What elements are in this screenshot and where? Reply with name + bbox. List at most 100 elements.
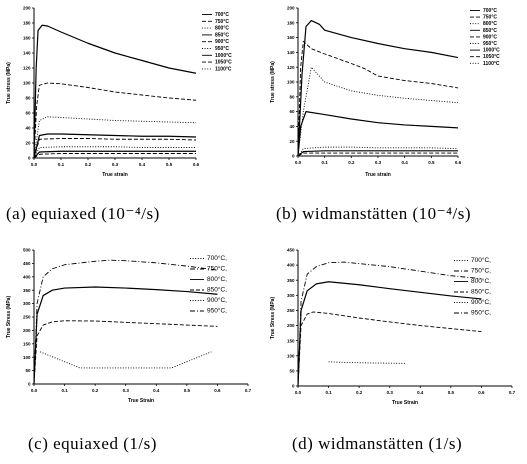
legend-label: 900°C bbox=[215, 39, 229, 45]
caption-c: (c) equiaxed (1/s) bbox=[28, 434, 157, 453]
y-tick-label: 250 bbox=[287, 308, 295, 313]
y-tick-label: 200 bbox=[287, 323, 295, 328]
caption-d: (d) widmanstätten (1/s) bbox=[292, 434, 463, 453]
x-tick-label: 0.6 bbox=[478, 390, 485, 395]
y-tick-label: 500 bbox=[23, 248, 31, 253]
y-tick-label: 80 bbox=[25, 96, 31, 101]
legend-label: 700°C bbox=[483, 8, 497, 14]
legend-label: 950°C, bbox=[471, 309, 491, 317]
y-tick-label: 350 bbox=[287, 278, 295, 283]
x-tick-label: 0.1 bbox=[58, 162, 65, 167]
series-line bbox=[33, 138, 197, 159]
legend-label: 950°C, bbox=[207, 307, 227, 315]
legend-label: 850°C, bbox=[207, 286, 227, 294]
y-tick-label: 200 bbox=[23, 6, 31, 11]
x-tick-label: 0.6 bbox=[455, 160, 462, 165]
legend-label: 1050°C bbox=[483, 54, 500, 60]
y-tick-label: 140 bbox=[287, 50, 295, 55]
y-tick-label: 450 bbox=[23, 261, 31, 266]
legend-label: 850°C bbox=[215, 32, 229, 38]
legend-label: 700°C, bbox=[471, 256, 491, 264]
x-tick-label: 0.7 bbox=[509, 390, 516, 395]
chart-panel-c: 0.0 0.1 0.2 0.3 0.4 0.5 0.6 0.7 0 50 100 150 200 250 3… bbox=[6, 248, 252, 404]
legend-label: 850°C, bbox=[471, 288, 491, 296]
legend-label: 750°C bbox=[215, 19, 229, 25]
series-line bbox=[297, 40, 459, 157]
y-tick-label: 150 bbox=[287, 338, 295, 343]
x-tick-label: 0.4 bbox=[417, 390, 424, 395]
y-tick-label: 400 bbox=[23, 274, 31, 279]
x-tick-label: 0.5 bbox=[184, 388, 191, 393]
x-tick-label: 0.4 bbox=[139, 162, 146, 167]
x-tick-label: 0.2 bbox=[85, 162, 92, 167]
x-tick-label: 0.3 bbox=[375, 160, 382, 165]
y-tick-label: 250 bbox=[23, 315, 31, 320]
series-line bbox=[33, 150, 196, 159]
y-tick-label: 140 bbox=[23, 51, 31, 56]
series-line bbox=[33, 82, 197, 159]
series-line bbox=[33, 24, 197, 159]
legend-label: 800°C bbox=[483, 21, 497, 27]
legend-label: 900°C bbox=[483, 34, 497, 40]
y-tick-label: 40 bbox=[25, 126, 31, 131]
y-axis-title: True stress (MPa) bbox=[6, 62, 12, 104]
series-line bbox=[39, 351, 212, 369]
y-tick-label: 200 bbox=[23, 328, 31, 333]
y-tick-label: 350 bbox=[23, 288, 31, 293]
y-tick-label: 60 bbox=[25, 111, 31, 116]
series-line bbox=[297, 261, 482, 387]
series-line bbox=[33, 286, 218, 385]
series-line bbox=[328, 361, 406, 364]
legend-label: 750°C, bbox=[207, 265, 227, 273]
x-tick-label: 0.2 bbox=[348, 160, 355, 165]
chart-panel-a: 0.0 0.1 0.2 0.3 0.4 0.5 0.6 0 20 40 60 80 100 120 140 1… bbox=[6, 6, 232, 178]
legend-label: 700°C bbox=[215, 12, 229, 18]
y-tick-label: 160 bbox=[23, 36, 31, 41]
x-tick-label: 0.0 bbox=[295, 390, 302, 395]
series-line bbox=[297, 146, 459, 157]
x-tick-label: 0.1 bbox=[325, 390, 332, 395]
x-tick-label: 0.2 bbox=[92, 388, 99, 393]
y-axis-title: True Stress (MPa) bbox=[270, 297, 276, 340]
legend-label: 1100°C bbox=[483, 61, 500, 67]
legend-label: 850°C bbox=[483, 28, 497, 34]
y-tick-label: 160 bbox=[287, 35, 295, 40]
legend-label: 1000°C bbox=[483, 48, 500, 54]
y-tick-label: 60 bbox=[289, 109, 295, 114]
x-axis-title: True strain bbox=[365, 172, 391, 178]
x-tick-label: 0.6 bbox=[214, 388, 221, 393]
x-tick-label: 0.1 bbox=[61, 388, 68, 393]
x-axis-title: True strain bbox=[102, 172, 128, 178]
y-tick-label: 150 bbox=[23, 341, 31, 346]
legend-label: 750°C, bbox=[471, 267, 491, 275]
caption-b: (b) widmanstätten (10⁻⁴/s) bbox=[276, 204, 472, 223]
x-tick-label: 0.0 bbox=[31, 162, 38, 167]
y-axis-title: True Stress (MPa) bbox=[6, 296, 12, 339]
x-tick-label: 0.3 bbox=[387, 390, 394, 395]
y-tick-label: 180 bbox=[23, 21, 31, 26]
x-tick-label: 0.4 bbox=[402, 160, 409, 165]
chart-panel-b: 0.0 0.1 0.2 0.3 0.4 0.5 0.6 0 20 40 60 80 100 120 140 1… bbox=[270, 6, 500, 178]
legend-label: 800°C, bbox=[471, 277, 491, 285]
legend-label: 950°C bbox=[215, 46, 229, 52]
legend-label: 1050°C bbox=[215, 60, 232, 66]
series-line bbox=[33, 153, 196, 159]
caption-a: (a) equiaxed (10⁻⁴/s) bbox=[6, 204, 160, 223]
legend-label: 1000°C bbox=[215, 53, 232, 59]
series-line bbox=[297, 19, 459, 157]
y-tick-label: 120 bbox=[23, 66, 31, 71]
series-line bbox=[33, 259, 218, 385]
x-tick-label: 0.6 bbox=[193, 162, 200, 167]
x-tick-label: 0.1 bbox=[322, 160, 329, 165]
series-line bbox=[297, 311, 482, 387]
x-axis-title: True Strain bbox=[128, 398, 154, 404]
y-tick-label: 0 bbox=[292, 384, 295, 389]
y-tick-label: 0 bbox=[292, 154, 295, 159]
series-line bbox=[297, 111, 459, 157]
series-line bbox=[297, 281, 482, 387]
legend-label: 950°C bbox=[483, 41, 497, 47]
y-tick-label: 180 bbox=[287, 20, 295, 25]
y-tick-label: 100 bbox=[23, 81, 31, 86]
y-tick-label: 300 bbox=[287, 293, 295, 298]
y-tick-label: 20 bbox=[25, 141, 31, 146]
